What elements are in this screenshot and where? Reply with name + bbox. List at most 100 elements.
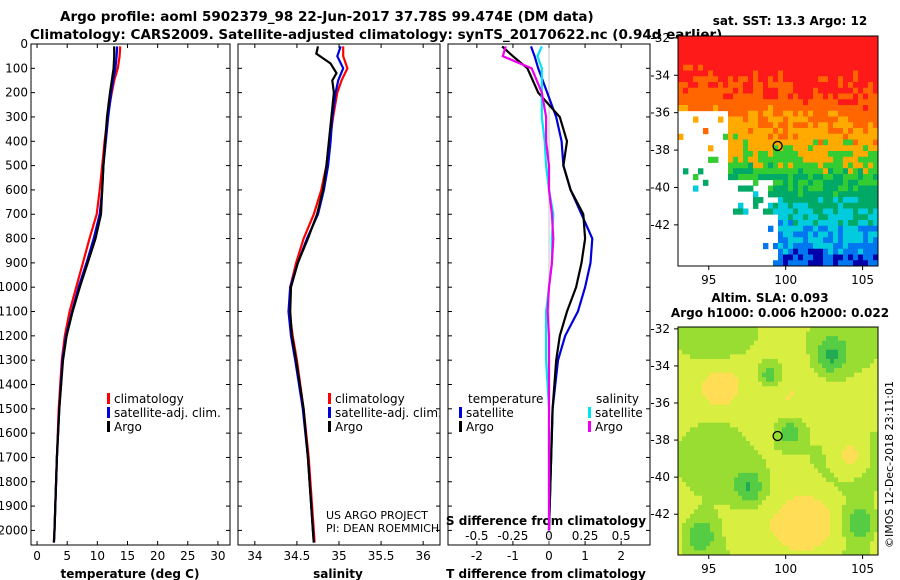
map-cell xyxy=(793,53,799,60)
map-cell xyxy=(782,413,787,419)
map-cell xyxy=(773,179,779,186)
map-cell xyxy=(808,41,814,48)
map-cell xyxy=(803,59,809,66)
map-cell xyxy=(738,422,743,428)
map-cell xyxy=(810,377,815,383)
map-cell xyxy=(778,504,783,510)
map-cell xyxy=(730,550,735,556)
map-cell xyxy=(818,243,824,250)
map-cell xyxy=(868,162,874,169)
map-cell xyxy=(868,197,874,204)
map-cell xyxy=(854,482,859,487)
map-cell xyxy=(818,220,824,227)
map-cell xyxy=(762,504,767,510)
map-cell xyxy=(694,404,699,410)
map-cell xyxy=(822,358,827,364)
map-cell xyxy=(814,377,819,383)
map-cell xyxy=(806,340,811,346)
map-cell xyxy=(706,472,711,478)
map-cell xyxy=(686,459,691,465)
map-cell xyxy=(813,116,819,123)
map-cell xyxy=(806,518,811,524)
map-cell xyxy=(750,445,755,451)
map-cell xyxy=(818,185,824,192)
map-cell xyxy=(766,349,771,355)
map-cell xyxy=(734,377,739,383)
map-cell xyxy=(734,550,739,556)
map-cell xyxy=(854,523,859,529)
map-cell xyxy=(806,390,811,396)
map-cell xyxy=(686,518,691,524)
map-cell xyxy=(826,445,831,451)
map-cell xyxy=(782,504,787,510)
map-cell xyxy=(678,431,683,437)
map-y-tick-label: -36 xyxy=(650,396,670,410)
map-cell xyxy=(710,431,715,437)
map-cell xyxy=(828,248,834,255)
map-cell xyxy=(814,409,819,415)
map-cell xyxy=(818,82,824,89)
map-cell xyxy=(854,399,859,405)
map-cell xyxy=(754,509,759,515)
map-cell xyxy=(694,395,699,401)
map-cell xyxy=(706,422,711,428)
map-cell xyxy=(874,495,879,501)
map-cell xyxy=(753,174,759,181)
map-cell xyxy=(802,477,807,483)
map-cell xyxy=(694,491,699,497)
map-cell xyxy=(768,41,774,48)
map-cell xyxy=(803,36,809,43)
map-cell xyxy=(790,436,795,442)
map-cell xyxy=(794,413,799,419)
map-cell xyxy=(798,418,803,424)
map-cell xyxy=(868,185,874,192)
map-cell xyxy=(768,191,774,198)
map-cell xyxy=(758,64,764,71)
map-cell xyxy=(703,47,709,54)
map-cell xyxy=(814,340,819,346)
map-cell xyxy=(833,260,839,267)
map-cell xyxy=(798,513,803,519)
map-cell xyxy=(726,372,731,378)
map-cell xyxy=(758,504,763,510)
map-cell xyxy=(693,116,699,123)
map-cell xyxy=(788,105,794,112)
map-cell xyxy=(762,358,767,364)
map-cell xyxy=(873,202,879,209)
map-cell xyxy=(843,99,849,106)
map-cell xyxy=(678,399,683,405)
map-cell xyxy=(798,87,804,94)
map-cell xyxy=(678,53,684,60)
map-cell xyxy=(746,459,751,465)
map-cell xyxy=(762,436,767,442)
legend-heading-salinity: salinity xyxy=(596,392,639,406)
map-cell xyxy=(802,523,807,529)
map-cell xyxy=(793,156,799,163)
map-cell xyxy=(818,431,823,437)
map-cell xyxy=(858,116,864,123)
map-cell xyxy=(718,504,723,510)
map-cell xyxy=(826,482,831,487)
map-cell xyxy=(858,82,864,89)
map-cell xyxy=(842,413,847,419)
map-cell xyxy=(738,87,744,94)
map-cell xyxy=(863,237,869,244)
map-cell xyxy=(708,41,714,48)
map-cell xyxy=(828,191,834,198)
map-cell xyxy=(770,327,775,332)
map-cell xyxy=(738,36,744,43)
map-cell xyxy=(823,99,829,106)
map-cell xyxy=(678,545,683,551)
map-cell xyxy=(870,354,875,360)
map-cell xyxy=(810,486,815,492)
map-cell xyxy=(694,545,699,551)
map-cell xyxy=(728,70,734,77)
map-cell xyxy=(868,231,874,238)
map-cell xyxy=(862,349,867,355)
map-cell xyxy=(754,436,759,442)
map-cell xyxy=(786,468,791,474)
map-cell xyxy=(806,399,811,405)
map-cell xyxy=(813,122,819,129)
map-cell xyxy=(866,513,871,519)
map-cell xyxy=(842,390,847,396)
